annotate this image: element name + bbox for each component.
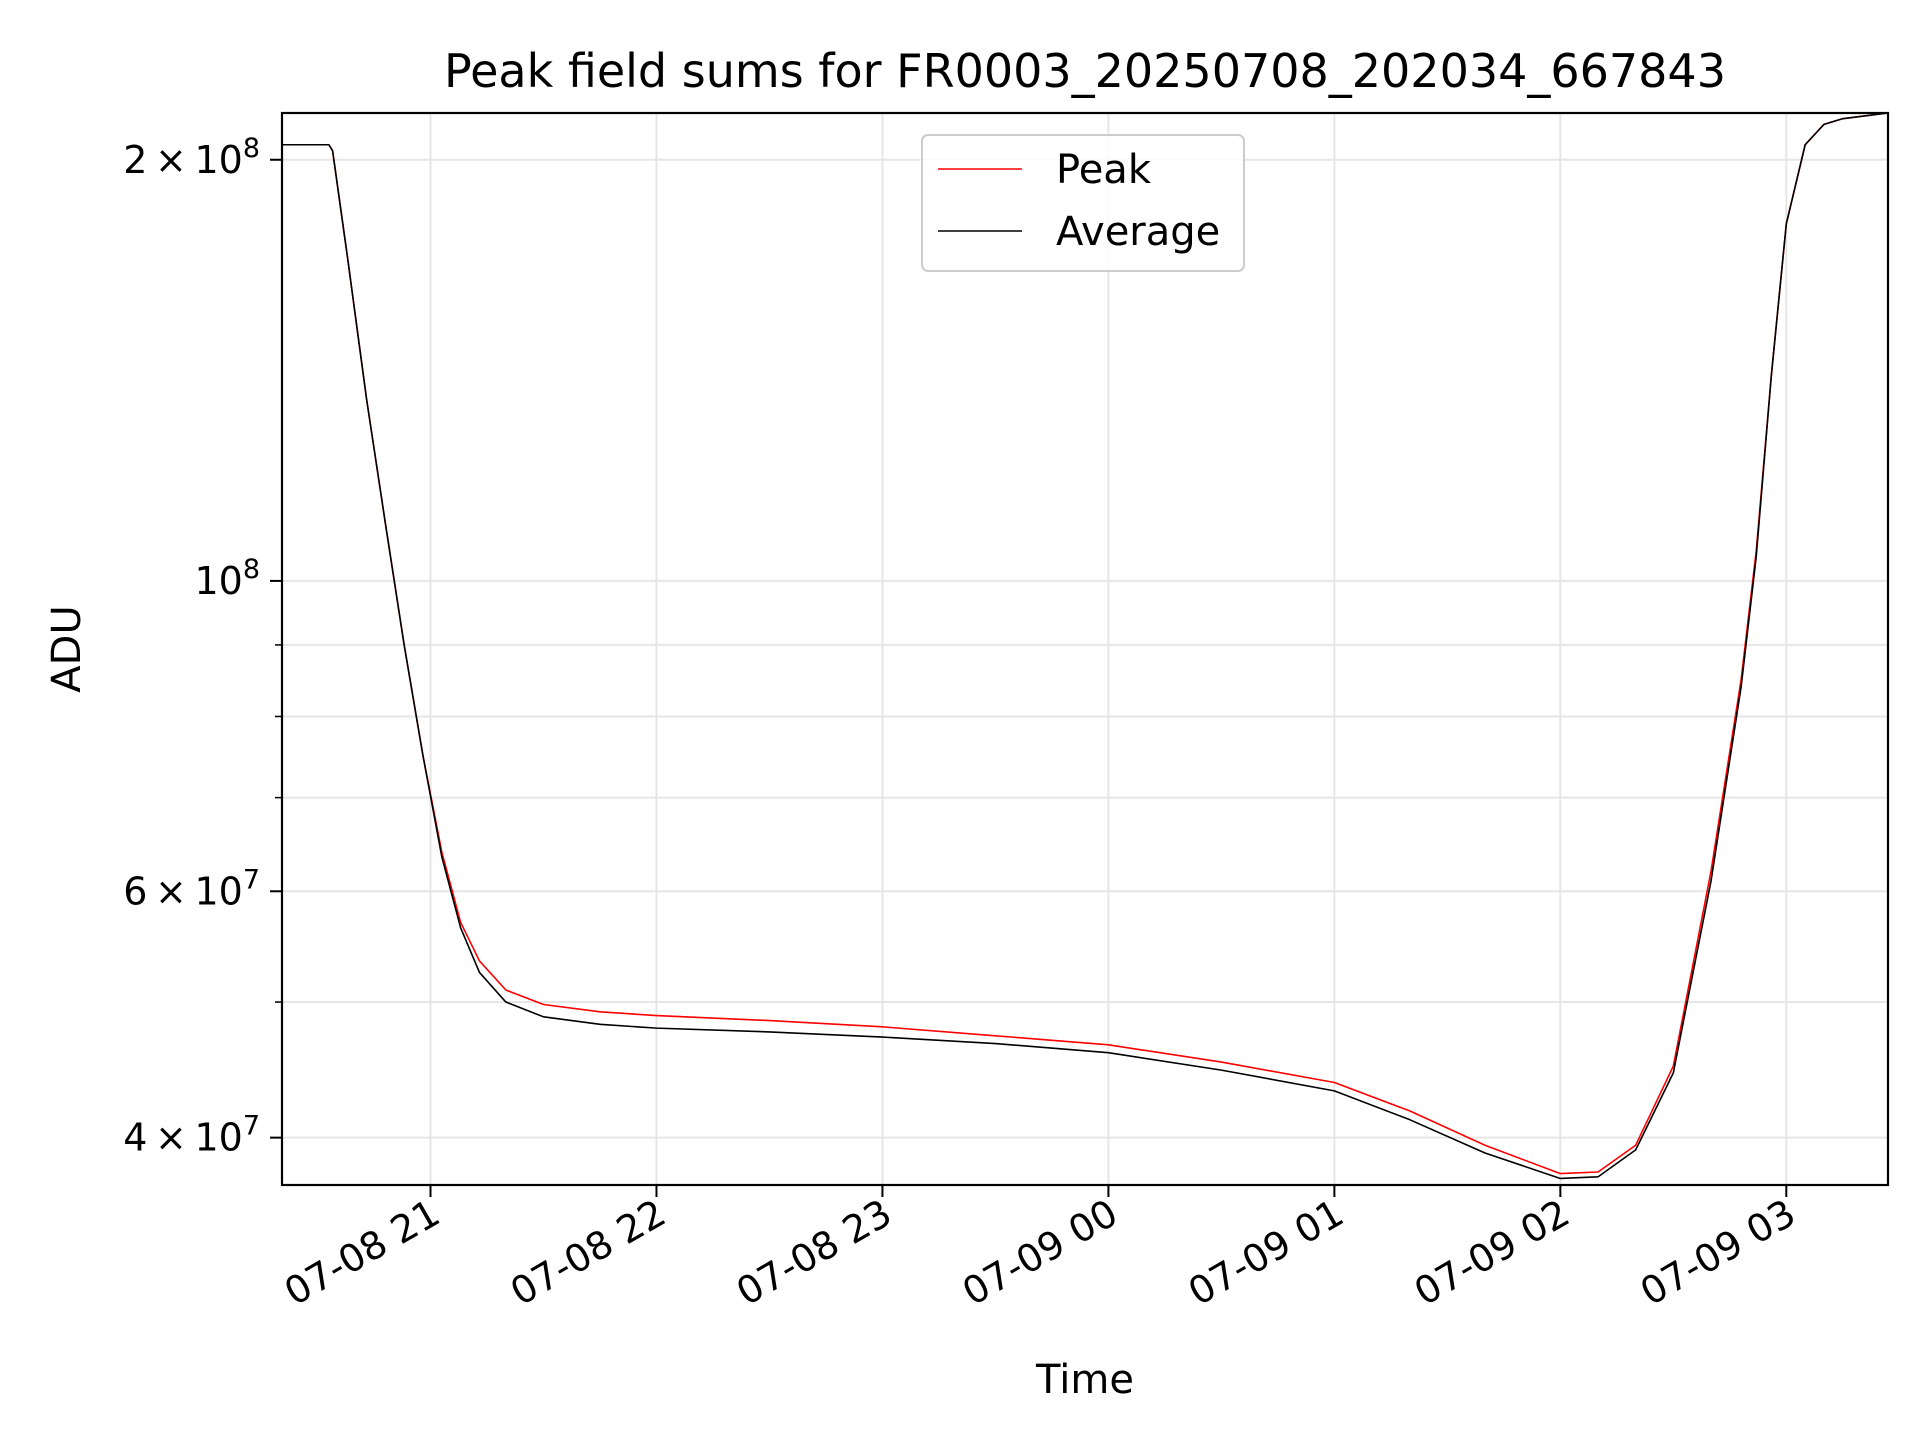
y-axis-label: ADU <box>44 605 90 692</box>
legend: Peak Average <box>921 134 1245 272</box>
x-axis-label: Time <box>1035 1357 1134 1403</box>
series-layer <box>282 113 1888 1180</box>
legend-label-peak: Peak <box>1056 147 1152 193</box>
chart-title: Peak field sums for FR0003_20250708_2020… <box>444 44 1726 98</box>
y-tick-label: 6 × 107 <box>123 864 260 913</box>
plot-frame <box>280 111 1890 1187</box>
y-tick-label: 108 <box>194 554 260 603</box>
y-tick-label: 4 × 107 <box>123 1111 260 1160</box>
legend-label-average: Average <box>1056 209 1220 255</box>
y-tick-label: 2 × 108 <box>123 133 260 182</box>
series-line-average <box>282 113 1888 1180</box>
